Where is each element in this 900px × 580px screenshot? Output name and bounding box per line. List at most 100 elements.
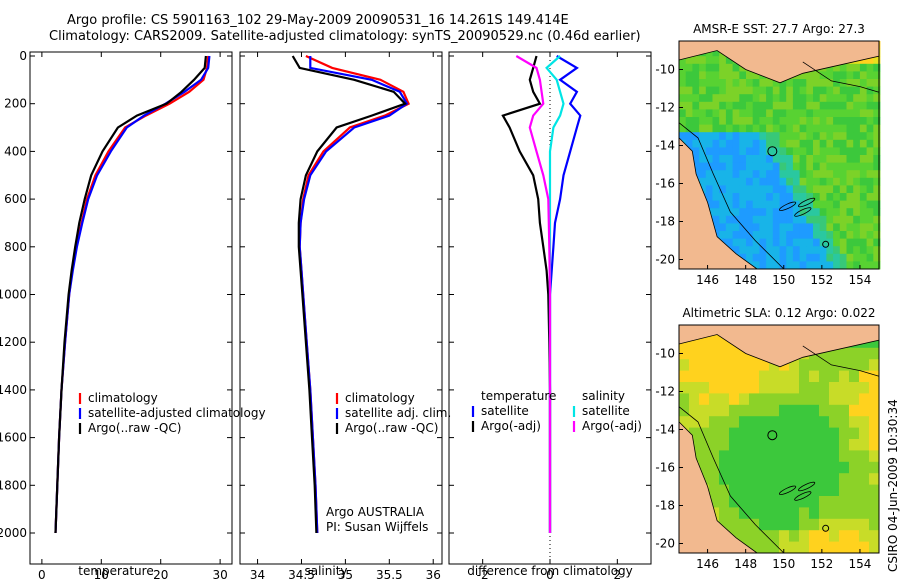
sla-map-cell bbox=[839, 347, 850, 360]
sla-map-cell bbox=[729, 427, 740, 440]
sst-map-cell bbox=[853, 261, 861, 270]
sst-map-cell bbox=[846, 147, 854, 156]
sst-map-cell bbox=[772, 223, 780, 232]
sst-map-cell bbox=[792, 238, 800, 247]
depth-tick-label: 800 bbox=[4, 240, 27, 254]
sst-map-cell bbox=[732, 200, 740, 209]
sst-map-cell bbox=[786, 86, 794, 95]
sst-map-cell bbox=[732, 155, 740, 163]
sst-map-cell bbox=[839, 193, 847, 201]
sst-map-cell bbox=[806, 253, 814, 262]
sla-map-cell bbox=[789, 496, 800, 508]
sst-map-cell bbox=[705, 124, 713, 133]
sst-map-cell bbox=[846, 86, 854, 95]
sst-map-cell bbox=[725, 223, 733, 232]
sst-map-cell bbox=[859, 124, 867, 133]
sst-map-cell bbox=[752, 200, 760, 209]
salinity-series-argo-raw-qc- bbox=[291, 55, 408, 534]
sst-map-cell bbox=[766, 94, 774, 103]
sla-map-cell bbox=[829, 541, 840, 554]
sst-map-cell bbox=[826, 117, 834, 125]
sst-map-cell bbox=[725, 155, 733, 163]
sst-map-cell bbox=[746, 132, 754, 141]
sst-map-cell bbox=[786, 147, 794, 156]
sla-map-cell bbox=[819, 347, 830, 360]
sst-map-cell bbox=[806, 208, 814, 217]
sst-map-cell bbox=[826, 109, 834, 118]
sla-map-cell bbox=[859, 416, 870, 428]
sla-map-cell bbox=[859, 347, 870, 360]
sla-map-cell bbox=[759, 450, 770, 463]
depth-tick-label: 0 bbox=[19, 49, 27, 63]
sst-map-cell bbox=[792, 170, 800, 179]
sst-map-cell bbox=[806, 170, 814, 179]
sla-map-cell bbox=[779, 427, 790, 440]
sst-map-cell bbox=[853, 177, 861, 186]
sst-map-cell bbox=[846, 101, 854, 110]
sst-map-cell bbox=[826, 177, 834, 186]
sst-map-cell bbox=[819, 231, 827, 239]
sst-map-cell bbox=[859, 238, 867, 247]
sla-map-cell bbox=[809, 530, 820, 542]
sst-map-cell bbox=[792, 231, 800, 239]
difference-xtick-label: 0 bbox=[546, 568, 554, 580]
sst-map-cell bbox=[759, 86, 767, 95]
sst-map-cell bbox=[806, 238, 814, 247]
sla-map-cell bbox=[799, 427, 810, 440]
sst-map-cell bbox=[813, 170, 821, 179]
sst-map-cell bbox=[813, 124, 821, 133]
temperature-legend-label: satellite-adjusted climatology bbox=[88, 406, 266, 420]
sla-map-cell bbox=[769, 370, 780, 383]
sst-map-cell bbox=[725, 162, 733, 171]
sst-map-cell bbox=[799, 193, 807, 201]
sla-map-cell bbox=[789, 473, 800, 485]
sla-map-cell bbox=[689, 336, 700, 349]
sst-map-cell bbox=[813, 155, 821, 163]
sst-map-cell bbox=[839, 86, 847, 95]
sla-map-cell bbox=[759, 416, 770, 428]
sst-map-cell bbox=[806, 79, 814, 87]
sst-map-cell bbox=[772, 246, 780, 255]
sla-map-cell bbox=[719, 507, 730, 520]
sst-map-cell bbox=[692, 79, 700, 87]
sla-map-cell bbox=[769, 404, 780, 417]
sla-map-cell bbox=[859, 530, 870, 542]
sst-map-cell bbox=[792, 200, 800, 209]
sst-map-cell bbox=[732, 193, 740, 201]
sst-map-cell bbox=[833, 109, 841, 118]
sla-map-cell bbox=[749, 450, 760, 463]
sst-map-cell bbox=[806, 177, 814, 186]
sla-map-cell bbox=[809, 370, 820, 383]
sla-map-cell bbox=[849, 359, 860, 371]
sst-map-cell bbox=[732, 208, 740, 217]
sla-map-cell bbox=[789, 461, 800, 474]
sst-map-cell bbox=[779, 193, 787, 201]
sst-map-cell bbox=[779, 185, 787, 194]
sst-map-cell bbox=[853, 94, 861, 103]
sst-map-cell bbox=[846, 231, 854, 239]
sla-map-cell bbox=[769, 427, 780, 440]
sst-map-cell bbox=[712, 170, 720, 179]
sst-map-cell bbox=[813, 185, 821, 194]
sla-map-cell bbox=[819, 439, 830, 451]
sst-map-cell bbox=[792, 162, 800, 171]
sst-map-cell bbox=[699, 101, 707, 110]
sst-map-cell bbox=[725, 170, 733, 179]
sst-map-cell bbox=[779, 223, 787, 232]
sla-map-cell bbox=[859, 507, 870, 520]
salinity-legend-label: climatology bbox=[345, 391, 415, 405]
sst-map-cell bbox=[712, 193, 720, 201]
sst-map-cell bbox=[792, 185, 800, 194]
sla-map-cell bbox=[859, 439, 870, 451]
sst-map-cell bbox=[725, 147, 733, 156]
sst-map-cell bbox=[759, 177, 767, 186]
sst-map-cell bbox=[819, 185, 827, 194]
sla-map-cell bbox=[859, 393, 870, 406]
sst-map-cell bbox=[839, 231, 847, 239]
sst-map-cell bbox=[819, 139, 827, 148]
sst-map-cell bbox=[792, 132, 800, 141]
sst-map-cell bbox=[859, 177, 867, 186]
sst-map-cell bbox=[705, 155, 713, 163]
sst-map-cell bbox=[792, 261, 800, 270]
sst-map-cell bbox=[712, 71, 720, 80]
